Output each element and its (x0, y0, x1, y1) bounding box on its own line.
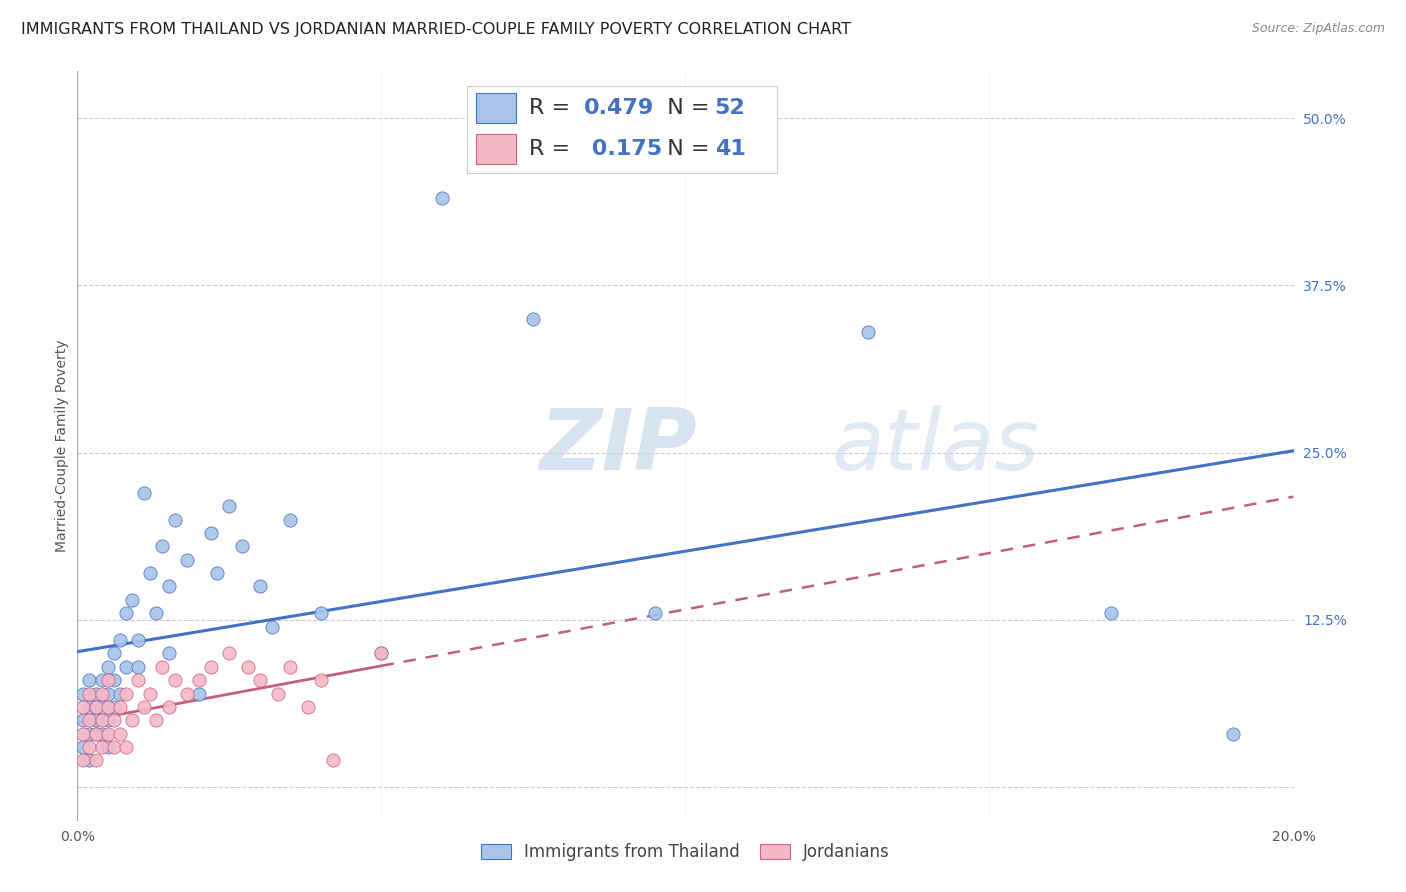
Point (176, 552, 198, 567)
Point (370, 646, 392, 660)
Point (115, 607, 138, 621)
Point (90, 699, 112, 714)
Point (278, 660, 301, 674)
Point (79, 753, 101, 767)
Point (79, 726, 101, 740)
Y-axis label: Married-Couple Family Poverty: Married-Couple Family Poverty (55, 340, 69, 552)
Point (115, 740, 138, 755)
Point (1222, 726, 1244, 740)
Point (97, 673, 120, 688)
Point (145, 714, 167, 728)
Point (309, 607, 332, 621)
Point (176, 687, 198, 701)
Point (249, 673, 271, 688)
Point (72, 753, 94, 767)
Point (108, 687, 131, 701)
Point (90, 726, 112, 740)
Point (152, 660, 174, 674)
Point (163, 673, 186, 688)
Point (97, 687, 120, 701)
Point (297, 699, 319, 714)
Point (108, 699, 131, 714)
Point (84, 726, 107, 740)
Point (72, 726, 94, 740)
Point (134, 699, 156, 714)
Point (97, 714, 120, 728)
Legend: Immigrants from Thailand, Jordanians: Immigrants from Thailand, Jordanians (481, 843, 890, 861)
Point (260, 620, 283, 634)
Point (90, 740, 112, 755)
Point (108, 633, 131, 648)
Point (430, 192, 453, 206)
Point (97, 699, 120, 714)
Point (218, 500, 240, 514)
Point (127, 660, 149, 674)
Point (79, 740, 101, 755)
Point (72, 740, 94, 755)
Text: ZIP: ZIP (540, 404, 697, 488)
Point (127, 633, 149, 648)
Point (90, 687, 112, 701)
Point (157, 646, 180, 660)
Point (370, 646, 392, 660)
Point (200, 526, 222, 541)
Point (322, 753, 344, 767)
Point (188, 687, 211, 701)
Point (103, 646, 125, 660)
Point (163, 512, 186, 526)
Point (90, 714, 112, 728)
Point (84, 726, 107, 740)
Point (84, 687, 107, 701)
Point (79, 714, 101, 728)
Point (103, 699, 125, 714)
Point (72, 699, 94, 714)
Point (84, 714, 107, 728)
Point (200, 660, 222, 674)
Point (134, 485, 156, 500)
Text: Source: ZipAtlas.com: Source: ZipAtlas.com (1251, 22, 1385, 36)
Point (72, 687, 94, 701)
Point (121, 592, 143, 607)
Point (309, 673, 332, 688)
Point (97, 740, 120, 755)
Point (79, 687, 101, 701)
Point (103, 714, 125, 728)
Point (72, 714, 94, 728)
Point (267, 687, 290, 701)
Point (856, 326, 879, 340)
Point (84, 699, 107, 714)
Point (121, 714, 143, 728)
Point (522, 312, 544, 326)
Point (278, 512, 301, 526)
Point (218, 646, 240, 660)
Point (236, 660, 259, 674)
Point (644, 607, 666, 621)
Point (139, 687, 162, 701)
Point (79, 699, 101, 714)
Point (103, 673, 125, 688)
Point (84, 699, 107, 714)
Point (1099, 607, 1122, 621)
Text: atlas: atlas (831, 404, 1039, 488)
Point (79, 673, 101, 688)
Point (231, 539, 253, 553)
Point (97, 726, 120, 740)
Point (108, 726, 131, 740)
Point (205, 566, 228, 581)
Point (103, 740, 125, 755)
Point (157, 699, 180, 714)
Point (188, 673, 211, 688)
Point (157, 580, 180, 594)
Point (115, 687, 138, 701)
Text: IMMIGRANTS FROM THAILAND VS JORDANIAN MARRIED-COUPLE FAMILY POVERTY CORRELATION : IMMIGRANTS FROM THAILAND VS JORDANIAN MA… (21, 22, 851, 37)
Point (145, 607, 167, 621)
Point (139, 566, 162, 581)
Point (127, 673, 149, 688)
Point (84, 753, 107, 767)
Point (90, 673, 112, 688)
Point (249, 580, 271, 594)
Point (152, 539, 174, 553)
Point (115, 660, 138, 674)
Point (97, 660, 120, 674)
